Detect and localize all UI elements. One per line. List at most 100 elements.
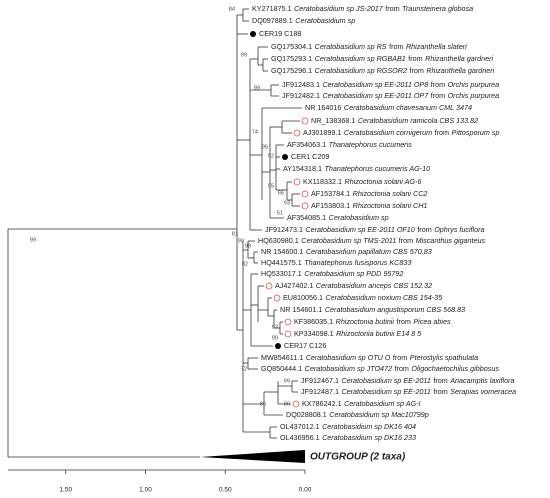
leaf-label: JF912483.1 Ceratobasidium sp EE-2011 OP8 f… bbox=[282, 80, 499, 89]
leaf-marker bbox=[293, 129, 301, 137]
label-part: from bbox=[433, 376, 447, 385]
label-part: from bbox=[431, 91, 445, 100]
label-part: from bbox=[408, 54, 422, 63]
leaf-label: GQ850444.1 Ceratobasidium sp JTO472 from Ol… bbox=[261, 364, 499, 373]
leaf-label: NR 154600.1 Ceratobasidium papillatum CBS… bbox=[261, 247, 432, 256]
support-value: 95 bbox=[268, 183, 274, 189]
support-value: 86 bbox=[260, 401, 266, 407]
label-part: Thanatephorus cucumeris AG-10 bbox=[325, 164, 431, 173]
label-part: Ceratobasidium sp TMS-2011 bbox=[301, 236, 396, 245]
leaf-marker bbox=[273, 294, 281, 302]
label-part: Rhizanthella slateri bbox=[406, 42, 467, 51]
label-part: HQ630980.1 bbox=[258, 236, 299, 245]
label-part: from bbox=[417, 225, 431, 234]
label-part: Ceratobasidium sp AG-I bbox=[344, 399, 420, 408]
label-part: Orchis purpurea bbox=[448, 91, 500, 100]
label-part: Ceratobasidium sp PDD 95792 bbox=[304, 269, 403, 278]
label-part: KP334098.1 bbox=[294, 329, 334, 338]
leaf-marker bbox=[301, 117, 309, 125]
scale-tick-label: 0.00 bbox=[299, 487, 312, 494]
label-part: Ceratobasidium sp EE-2011 OP8 bbox=[322, 80, 428, 89]
leaf-label: CER17 C126 bbox=[284, 341, 326, 350]
label-part: Anacamptis laxiflora bbox=[449, 376, 514, 385]
leaf-label: DQ028808.1 Ceratobasidium sp Mac10799p bbox=[286, 410, 429, 419]
label-part: Thanatephorus fusisporus KC833 bbox=[304, 258, 411, 267]
label-part: Ceratobasidium sp Mac10799p bbox=[329, 410, 429, 419]
leaf-marker bbox=[284, 330, 292, 338]
label-part: AF354063.1 bbox=[287, 140, 326, 149]
label-part: GQ175293.1 bbox=[271, 54, 312, 63]
label-part: Ceratobasidium noxium CBS 154-35 bbox=[325, 293, 443, 302]
label-part: from bbox=[435, 128, 449, 137]
leaf-marker bbox=[282, 154, 288, 160]
label-part: KX786242.1 bbox=[302, 399, 342, 408]
leaf-label: OL436956.1 Ceratobasidium sp DK16 233 bbox=[280, 433, 416, 442]
leaf-label: CER19 C188 bbox=[259, 29, 301, 38]
label-part: Traunsteinera globosa bbox=[402, 4, 473, 13]
label-part: NR 164016 bbox=[305, 103, 341, 112]
scale-tick-label: 1.00 bbox=[139, 487, 152, 494]
leaf-label: EU810056.1 Ceratobasidium noxium CBS 154-… bbox=[283, 293, 443, 302]
label-part: Ceratobasidium sp bbox=[295, 16, 355, 25]
label-part: HQ533017.1 bbox=[261, 269, 302, 278]
label-part: from bbox=[433, 387, 447, 396]
label-part: JF912483.1 bbox=[282, 80, 320, 89]
label-part: Ceratobasidium sp RGSOR2 bbox=[315, 66, 407, 75]
label-part: KX118332.1 bbox=[303, 177, 342, 186]
label-part: Thanatephorus cucumeris bbox=[329, 140, 413, 149]
label-part: AJ427402.1 bbox=[275, 281, 313, 290]
label-part: AF153803.1 bbox=[311, 201, 350, 210]
leaf-label: KF386035.1 Rhizoctonia butinii from Picea a… bbox=[294, 317, 451, 326]
outgroup-triangle bbox=[200, 450, 305, 463]
leaf-label: CER1 C209 bbox=[291, 152, 329, 161]
leaf-label: GQ175296.1 Ceratobasidium sp RGSOR2 from Rh… bbox=[271, 66, 495, 75]
label-part: GQ850444.1 bbox=[261, 364, 302, 373]
label-part: Ceratobasidium sp JS-2017 bbox=[294, 4, 384, 13]
label-part: HQ441575.1 bbox=[261, 258, 302, 267]
leaf-label: GQ175293.1 Ceratobasidium sp RGBAB1 from Rh… bbox=[271, 54, 493, 63]
label-part: Ceratobasidium papillatum CBS 570.83 bbox=[306, 247, 432, 256]
support-value: 66 bbox=[278, 190, 284, 196]
label-part: from bbox=[395, 364, 409, 373]
label-part: AJ301899.1 bbox=[303, 128, 341, 137]
leaf-label: OL437012.1 Ceratobasidium sp DK16 404 bbox=[280, 422, 416, 431]
support-value: 99 bbox=[30, 237, 36, 243]
label-part: Orchis purpurea bbox=[448, 80, 500, 89]
leaf-label: HQ533017.1 Ceratobasidium sp PDD 95792 bbox=[261, 269, 403, 278]
label-part: EU810056.1 bbox=[283, 293, 323, 302]
label-part: AF153784.1 bbox=[311, 189, 350, 198]
label-part: from bbox=[399, 236, 413, 245]
label-part: JF912487.1 bbox=[301, 387, 339, 396]
leaf-label: KP334098.1 Rhizoctonia butinii E14 8 5 bbox=[294, 329, 422, 338]
leaf-label: AF354063.1 Thanatephorus cucumeris bbox=[287, 140, 412, 149]
label-part: Rhizanthella gardneri bbox=[425, 54, 493, 63]
label-part: KF386035.1 bbox=[294, 317, 333, 326]
leaf-label: AJ301899.1 Ceratobasidium cornigerum from P… bbox=[303, 128, 499, 137]
label-part: GQ175304.1 bbox=[271, 42, 312, 51]
label-part: JF912473.1 bbox=[265, 225, 303, 234]
label-part: Ceratobasidium angustisporum CBS 568.83 bbox=[325, 305, 465, 314]
label-part: Ceratobasidium anceps CBS 152.32 bbox=[316, 281, 432, 290]
support-value: 95 bbox=[262, 144, 268, 150]
support-value: 93 bbox=[284, 200, 290, 206]
support-value: 90 bbox=[284, 401, 290, 407]
leaf-label: JF912482.1 Ceratobasidium sp EE-2011 OP7 f… bbox=[282, 91, 499, 100]
label-part: Picea abies bbox=[413, 317, 451, 326]
leaf-marker bbox=[284, 318, 292, 326]
label-part: Ceratobasidium chavesanum CML 3474 bbox=[344, 103, 472, 112]
label-part: Serapias vomeracea bbox=[450, 387, 516, 396]
label-part: Ceratobasidium sp EE-2011 bbox=[341, 387, 430, 396]
label-part: Rhizoctonia solani CC2 bbox=[353, 189, 428, 198]
label-part: from bbox=[393, 353, 407, 362]
leaf-marker bbox=[301, 202, 309, 210]
label-part: NR 154601.1 bbox=[280, 305, 322, 314]
support-value: 99 bbox=[238, 238, 244, 244]
leaf-label: JF912467.1 Ceratobasidium sp EE-2011 from A… bbox=[301, 376, 515, 385]
label-part: Rhizanthella gardneri bbox=[426, 66, 494, 75]
support-value: 52 bbox=[268, 153, 274, 159]
leaf-label: NR_138368.1 Ceratobasidium ramicola CBS 1… bbox=[311, 116, 478, 125]
label-part: Ceratobasidium sp RS bbox=[315, 42, 387, 51]
label-part: from bbox=[397, 317, 411, 326]
support-value: 51 bbox=[277, 210, 283, 216]
